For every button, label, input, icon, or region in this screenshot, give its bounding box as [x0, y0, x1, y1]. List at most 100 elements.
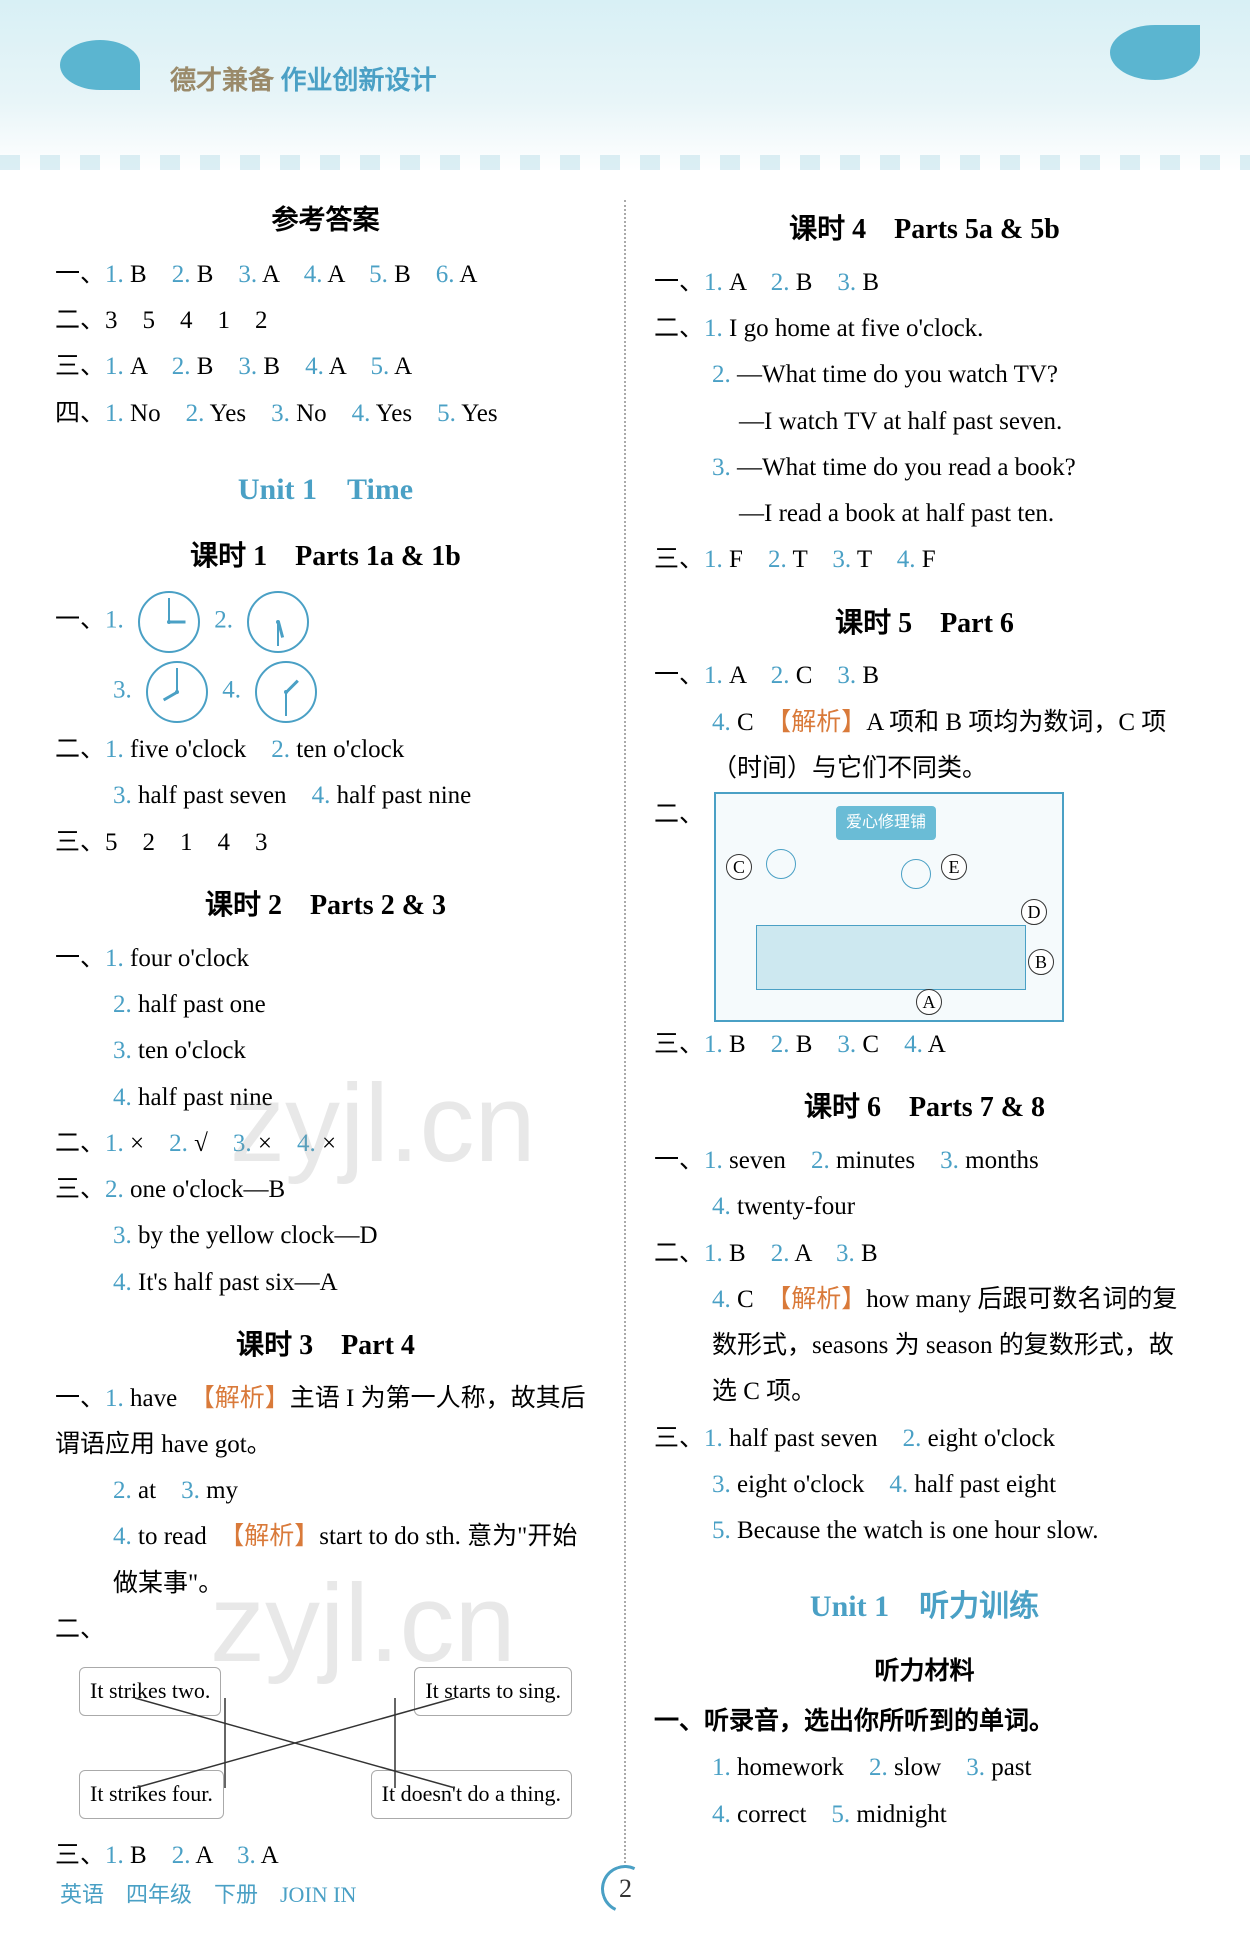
label-a: A [916, 989, 942, 1015]
l2-s1-4: 4. half past nine [55, 1075, 596, 1121]
analysis-tag: 【解析】 [779, 1286, 867, 1313]
l2-s3-2: 三、2. one o'clock—B [55, 1167, 596, 1213]
l6-s3-34: 3. eight o'clock 4. half past eight [654, 1462, 1195, 1508]
l6-s1b: 4. twenty-four [654, 1184, 1195, 1230]
l4-s2-2: 2. —What time do you watch TV? [654, 352, 1195, 398]
l1-s3: 三、5 2 1 4 3 [55, 820, 596, 866]
listening-title: Unit 1 听力训练 [654, 1579, 1195, 1635]
page-header: 德才兼备 作业创新设计 [0, 0, 1250, 170]
listen-45: 4. correct 5. midnight [654, 1792, 1195, 1838]
wave-decoration [0, 155, 1250, 170]
page-number: 2 [601, 1865, 649, 1913]
clock-icon-4 [255, 661, 317, 723]
sec1: 一、1. B 2. B 3. A 4. A 5. B 6. A [55, 252, 596, 298]
analysis-tag: 【解析】 [202, 1385, 290, 1412]
sec1-label: 一、 [55, 261, 105, 288]
whale-left-icon [60, 40, 140, 90]
l2-s3-4: 4. It's half past six—A [55, 1260, 596, 1306]
lesson5-title: 课时 5 Part 6 [654, 598, 1195, 650]
a: 6. [436, 261, 455, 288]
match-lines-icon [75, 1698, 576, 1788]
l1-s2: 二、1. five o'clock 2. ten o'clock [55, 727, 596, 773]
l5-s1: 一、1. A 2. C 3. B [654, 653, 1195, 699]
listen-s1-label: 一、听录音，选出你所听到的单词。 [654, 1699, 1195, 1745]
l2-s3-3: 3. by the yellow clock—D [55, 1213, 596, 1259]
l4-s1: 一、1. A 2. B 3. B [654, 260, 1195, 306]
sec3: 三、1. A 2. B 3. B 4. A 5. A [55, 344, 596, 390]
l4-s2-1: 二、1. I go home at five o'clock. [654, 306, 1195, 352]
label-e: E [941, 854, 967, 880]
a: 5. [369, 261, 388, 288]
l1-s2b: 3. half past seven 4. half past nine [55, 773, 596, 819]
l3-s1-1: 一、1. have 【解析】主语 I 为第一人称，故其后谓语应用 have go… [55, 1376, 596, 1469]
lesson6-title: 课时 6 Parts 7 & 8 [654, 1082, 1195, 1134]
l2-s1-3: 3. ten o'clock [55, 1028, 596, 1074]
label-c: C [726, 854, 752, 880]
lesson3-title: 课时 3 Part 4 [55, 1320, 596, 1372]
sec2-label: 二、 [55, 307, 105, 334]
l3-s1-23: 2. at 3. my [55, 1468, 596, 1514]
v: B [197, 261, 214, 288]
sec2-text: 3 5 4 1 2 [105, 307, 268, 334]
l5-s2: 二、 爱心修理铺 C E D A B [654, 792, 1195, 1022]
whale-right-icon [1110, 25, 1200, 80]
a: 2. [172, 261, 191, 288]
l3-s3: 三、1. B 2. A 3. A [55, 1833, 596, 1879]
column-left: 参考答案 一、1. B 2. B 3. A 4. A 5. B 6. A 二、3… [55, 190, 624, 1879]
l4-s3: 三、1. F 2. T 3. T 4. F [654, 537, 1195, 583]
sec4-label: 四、 [55, 400, 105, 427]
brand-text-2: 作业创新设计 [281, 66, 437, 95]
l4-s2-3b: —I read a book at half past ten. [654, 491, 1195, 537]
l6-s2: 二、1. B 2. A 3. B [654, 1231, 1195, 1277]
l2-s2: 二、1. × 2. √ 3. × 4. × [55, 1121, 596, 1167]
column-right: 课时 4 Parts 5a & 5b 一、1. A 2. B 3. B 二、1.… [626, 190, 1195, 1879]
a: 1. [105, 261, 124, 288]
label-b: B [1028, 949, 1054, 975]
l5-s3: 三、1. B 2. B 3. C 4. A [654, 1022, 1195, 1068]
wall-clock-icon [901, 859, 931, 889]
sec2: 二、3 5 4 1 2 [55, 298, 596, 344]
l3-s1-4: 4. to read 【解析】start to do sth. 意为"开始做某事… [55, 1514, 596, 1607]
matching-diagram: It strikes two. It starts to sing. It st… [75, 1663, 576, 1823]
wall-clock-icon [766, 849, 796, 879]
l6-s2-4: 4. C 【解析】how many 后跟可数名词的复数形式，seasons 为 … [654, 1277, 1195, 1416]
footer-text: 英语 四年级 下册 JOIN IN [60, 1882, 356, 1907]
l6-s3-12: 三、1. half past seven 2. eight o'clock [654, 1416, 1195, 1462]
sec4: 四、1. No 2. Yes 3. No 4. Yes 5. Yes [55, 391, 596, 437]
v: B [130, 261, 147, 288]
header-brand: 德才兼备 作业创新设计 [170, 60, 437, 97]
clock-icon-2 [247, 591, 309, 653]
l2-s1-1: 一、1. four o'clock [55, 936, 596, 982]
l6-s1: 一、1. seven 2. minutes 3. months [654, 1138, 1195, 1184]
v: A [262, 261, 279, 288]
answers-title: 参考答案 [55, 196, 596, 246]
l6-s3-5: 5. Because the watch is one hour slow. [654, 1508, 1195, 1554]
v: B [394, 261, 411, 288]
v: A [459, 261, 477, 288]
page-footer: 英语 四年级 下册 JOIN IN 2 [0, 1877, 1250, 1909]
sec3-label: 三、 [55, 353, 105, 380]
repair-shop-illustration: 爱心修理铺 C E D A B [714, 792, 1064, 1022]
v: A [327, 261, 344, 288]
listen-123: 1. homework 2. slow 3. past [654, 1745, 1195, 1791]
l4-s2-2b: —I watch TV at half past seven. [654, 399, 1195, 445]
l5-s1-4: 4. C 【解析】A 项和 B 项均为数词，C 项（时间）与它们不同类。 [654, 700, 1195, 793]
l1-s1b: 3. 4. [55, 657, 596, 727]
lesson2-title: 课时 2 Parts 2 & 3 [55, 880, 596, 932]
a: 4. [304, 261, 323, 288]
shop-sign: 爱心修理铺 [836, 806, 936, 840]
l3-s2-label: 二、 [55, 1607, 596, 1653]
main-content: 参考答案 一、1. B 2. B 3. A 4. A 5. B 6. A 二、3… [0, 170, 1250, 1879]
l1-s1: 一、1. 2. [55, 587, 596, 657]
a: 3. [238, 261, 257, 288]
lesson1-title: 课时 1 Parts 1a & 1b [55, 531, 596, 583]
clock-icon-3 [146, 661, 208, 723]
listening-subtitle: 听力材料 [654, 1649, 1195, 1695]
desk-icon [756, 925, 1026, 990]
analysis-tag: 【解析】 [232, 1523, 320, 1550]
brand-text-1: 德才兼备 [170, 66, 274, 95]
analysis-tag: 【解析】 [779, 709, 867, 736]
label-d: D [1021, 899, 1047, 925]
l4-s2-3: 3. —What time do you read a book? [654, 445, 1195, 491]
l2-s1-2: 2. half past one [55, 982, 596, 1028]
